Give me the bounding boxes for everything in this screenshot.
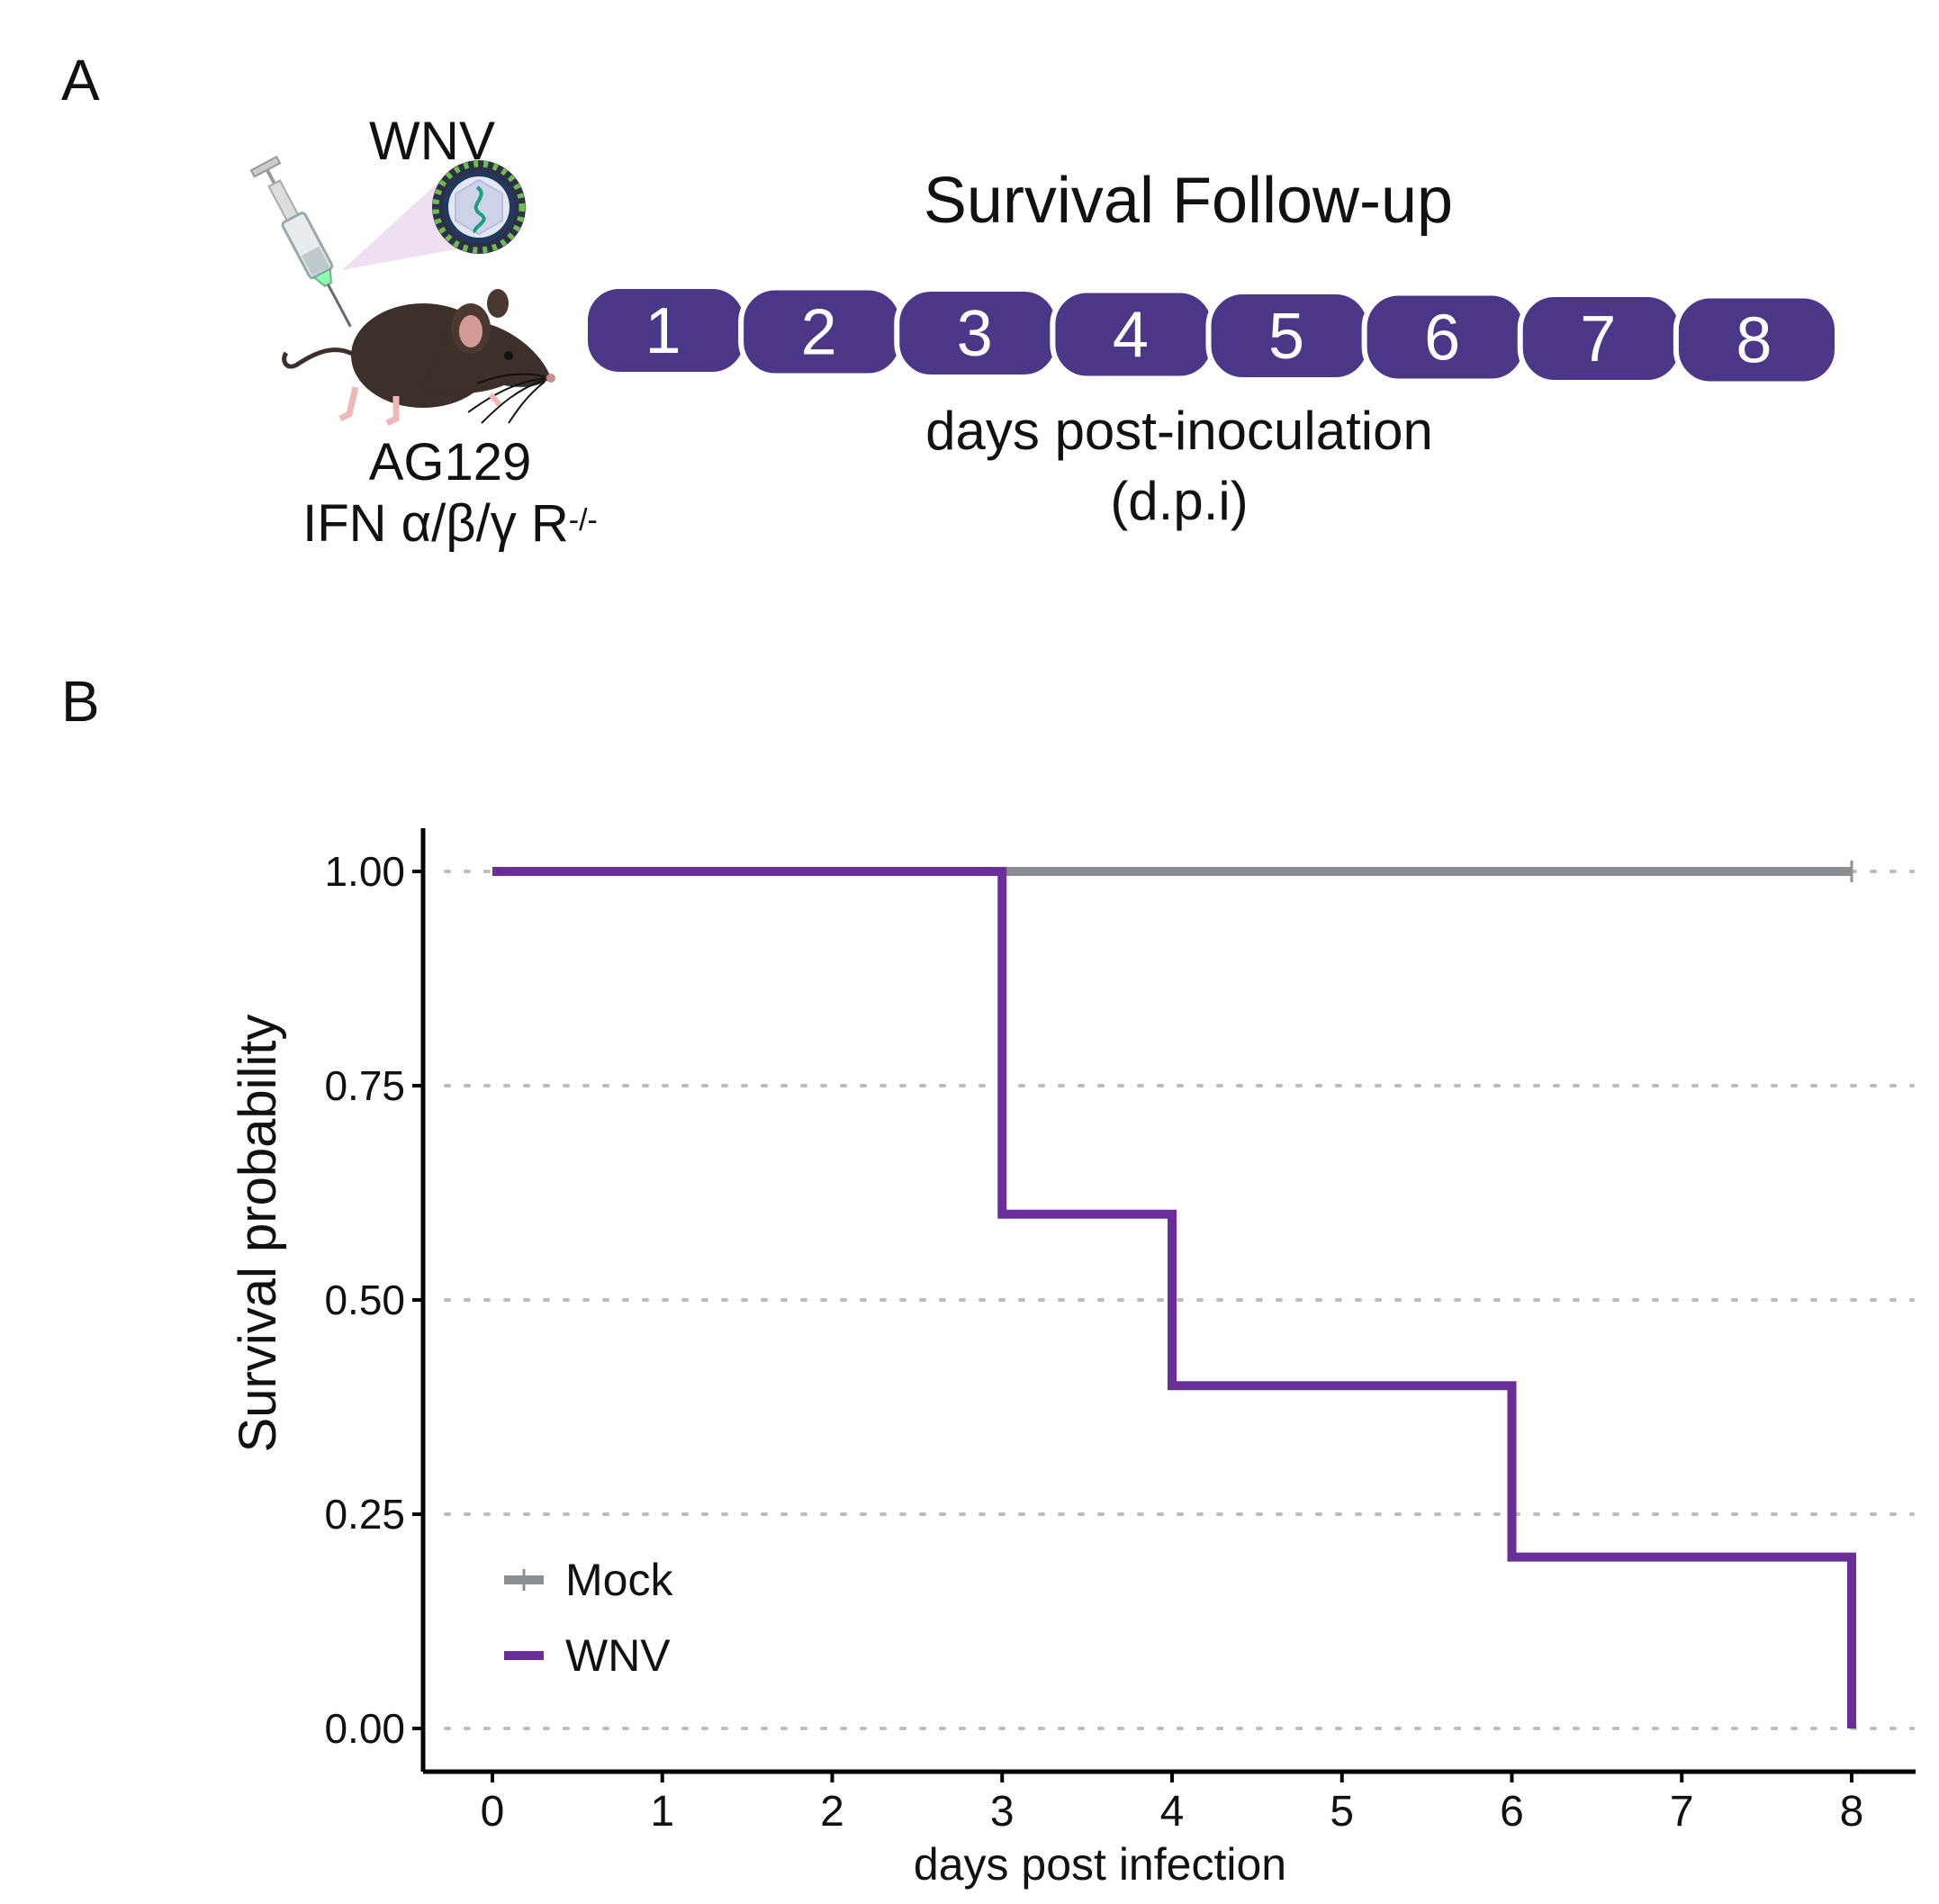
y-tick-label: 0.50 <box>324 1277 405 1323</box>
x-tick-label: 5 <box>1330 1788 1354 1836</box>
y-tick-label: 0.25 <box>324 1491 405 1538</box>
mouse-strain: AG129 <box>368 433 532 492</box>
legend-label-mock: Mock <box>565 1555 673 1605</box>
mouse-strain-label: AG129 IFN α/β/γ R-/- <box>270 432 630 555</box>
mouse-genotype: IFN α/β/γ R-/- <box>270 493 630 555</box>
x-tick-label: 0 <box>481 1788 505 1836</box>
x-tick-label: 6 <box>1500 1788 1524 1836</box>
y-tick-label: 0.75 <box>324 1062 405 1109</box>
legend-label-wnv: WNV <box>565 1630 671 1681</box>
x-tick-label: 4 <box>1160 1788 1185 1836</box>
timeline-day-label: 8 <box>1736 305 1772 377</box>
timeline-day-label: 3 <box>957 298 993 370</box>
timeline-title: Survival Follow-up <box>923 165 1454 237</box>
panel-b-label: B <box>61 669 100 734</box>
timeline-day-label: 4 <box>1113 300 1149 372</box>
timeline-bar: 1 2 3 4 5 6 7 8 <box>582 284 1840 387</box>
x-tick-label: 2 <box>820 1788 844 1836</box>
y-axis-title: Survival probability <box>229 1015 287 1453</box>
x-tick-label: 1 <box>650 1788 674 1836</box>
timeline-day-label: 7 <box>1580 303 1616 375</box>
syringe-icon <box>249 155 352 328</box>
y-tick-label: 0.00 <box>324 1705 405 1752</box>
y-tick-label: 1.00 <box>324 848 405 895</box>
timeline-day-2: 2 <box>738 284 906 379</box>
timeline-day-label: 5 <box>1268 301 1304 373</box>
series-line-wnv <box>492 867 1856 1728</box>
x-tick-label: 8 <box>1840 1788 1864 1836</box>
mouse-icon <box>282 289 555 427</box>
genotype-superscript: -/- <box>568 503 598 537</box>
timeline-caption-line1: days post-inoculation <box>925 401 1433 461</box>
timeline-day-label: 1 <box>645 295 681 367</box>
timeline-day-5: 5 <box>1205 289 1373 383</box>
timeline-day-label: 2 <box>801 297 837 369</box>
schematic-illustration <box>249 155 555 427</box>
inoculum-label: WNV <box>369 111 495 171</box>
virus-icon <box>432 160 526 254</box>
timeline-day-8: 8 <box>1673 293 1840 387</box>
timeline-segment <box>1673 293 1840 387</box>
timeline-day-1: 1 <box>582 284 750 377</box>
x-tick-label: 7 <box>1670 1788 1694 1836</box>
genotype-prefix: IFN α/β/γ R <box>302 494 569 553</box>
x-tick-label: 3 <box>990 1788 1015 1836</box>
timeline-day-7: 7 <box>1517 292 1684 385</box>
x-axis-title: days post infection <box>914 1839 1286 1890</box>
timeline-caption-line2: (d.p.i) <box>1110 471 1249 531</box>
timeline-day-label: 6 <box>1424 302 1460 374</box>
timeline-caption: days post-inoculation (d.p.i) <box>864 396 1494 537</box>
timeline-day-6: 6 <box>1361 290 1529 384</box>
panel-a-label: A <box>61 48 100 113</box>
